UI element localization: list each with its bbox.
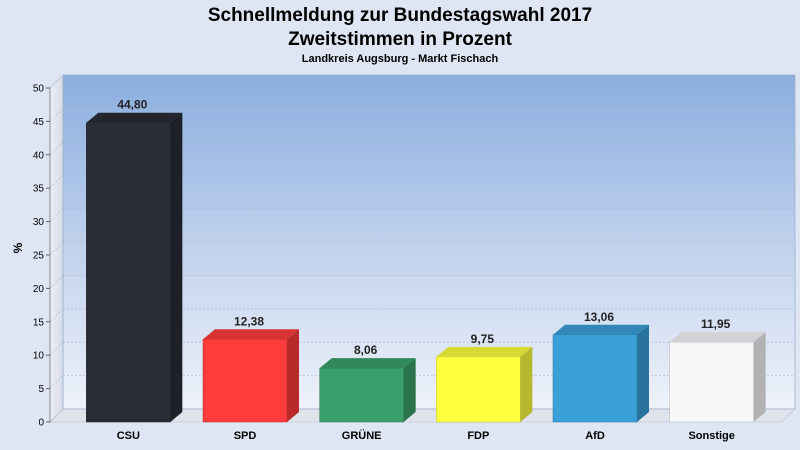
y-tick-label: 25 [33, 251, 45, 262]
bar-top [319, 358, 416, 369]
grid-line-side [49, 208, 64, 222]
y-tick-label: 0 [38, 418, 44, 429]
y-tick-label: 10 [33, 351, 45, 362]
y-axis-label: % [11, 242, 25, 253]
chart-title: Schnellmeldung zur Bundestagswahl 2017 Z… [0, 4, 800, 52]
data-label: 11,95 [701, 317, 731, 331]
bar-top [553, 324, 649, 335]
bar-front [669, 341, 754, 423]
bar-front [436, 356, 521, 423]
x-tick-label: GRÜNE [342, 429, 382, 442]
bar-side [170, 112, 183, 423]
chart-title-line2: Zweitstimmen in Prozent [288, 29, 512, 50]
grid-line-side [49, 74, 64, 89]
x-tick-label: SPD [234, 430, 257, 442]
bar-top [86, 112, 183, 123]
data-label: 12,38 [234, 314, 264, 328]
bar-front [552, 334, 638, 423]
x-tick-label: FDP [467, 430, 489, 442]
data-label: 9,75 [471, 332, 495, 346]
y-tick-label: 45 [33, 117, 45, 128]
bar-side [637, 324, 649, 422]
chart-title-line1: Schnellmeldung zur Bundestagswahl 2017 [207, 5, 593, 26]
data-label: 44,80 [117, 98, 147, 112]
bar-sonstige: 11,95 [669, 317, 766, 423]
bar-side [403, 358, 416, 422]
grid-line-side [49, 241, 64, 256]
bar-spd: 12,38 [202, 314, 299, 423]
bar-side [520, 346, 533, 422]
y-tick-label: 30 [33, 217, 45, 228]
bar-front [319, 367, 404, 423]
bar-top [203, 329, 299, 340]
x-axis: CSU SPD GRÜNE FDP AfD Sonstige [117, 429, 735, 442]
y-axis: 0 5 10 15 20 25 30 35 40 45 50 [33, 84, 51, 429]
grid-line-side [49, 108, 64, 122]
grid-line-side [49, 308, 64, 323]
grid-lines [49, 74, 795, 423]
bar-afd: 13,06 [552, 310, 649, 423]
grid-line-side [49, 174, 64, 189]
bars: 44,80 12,38 8,06 9,75 13,06 11,95 [86, 98, 766, 423]
bar-side [753, 332, 766, 422]
grid-line-side [49, 341, 64, 356]
x-tick-label: Sonstige [688, 430, 734, 442]
y-tick-label: 40 [33, 150, 45, 161]
bar-top [669, 332, 766, 343]
y-tick-label: 35 [33, 184, 45, 195]
y-tick-label: 15 [33, 317, 45, 328]
bar-grüne: 8,06 [319, 343, 416, 423]
bar-side [287, 329, 299, 422]
y-tick-label: 5 [38, 384, 44, 395]
y-tick-label: 50 [33, 84, 45, 95]
bar-top [436, 346, 533, 357]
grid-line-side [49, 408, 64, 423]
chart-subtitle: Landkreis Augsburg - Markt Fischach [301, 53, 499, 65]
x-tick-label: AfD [585, 430, 605, 442]
bar-front [86, 122, 171, 423]
bar-front [202, 339, 288, 423]
grid-line-side [49, 141, 64, 156]
grid-line-side [49, 275, 64, 289]
bar-fdp: 9,75 [436, 332, 533, 423]
bar-csu: 44,80 [86, 98, 183, 423]
data-label: 13,06 [584, 310, 614, 324]
y-tick-label: 20 [33, 284, 45, 295]
x-tick-label: CSU [117, 430, 140, 442]
grid-line-side [49, 375, 64, 389]
data-label: 8,06 [354, 343, 378, 357]
